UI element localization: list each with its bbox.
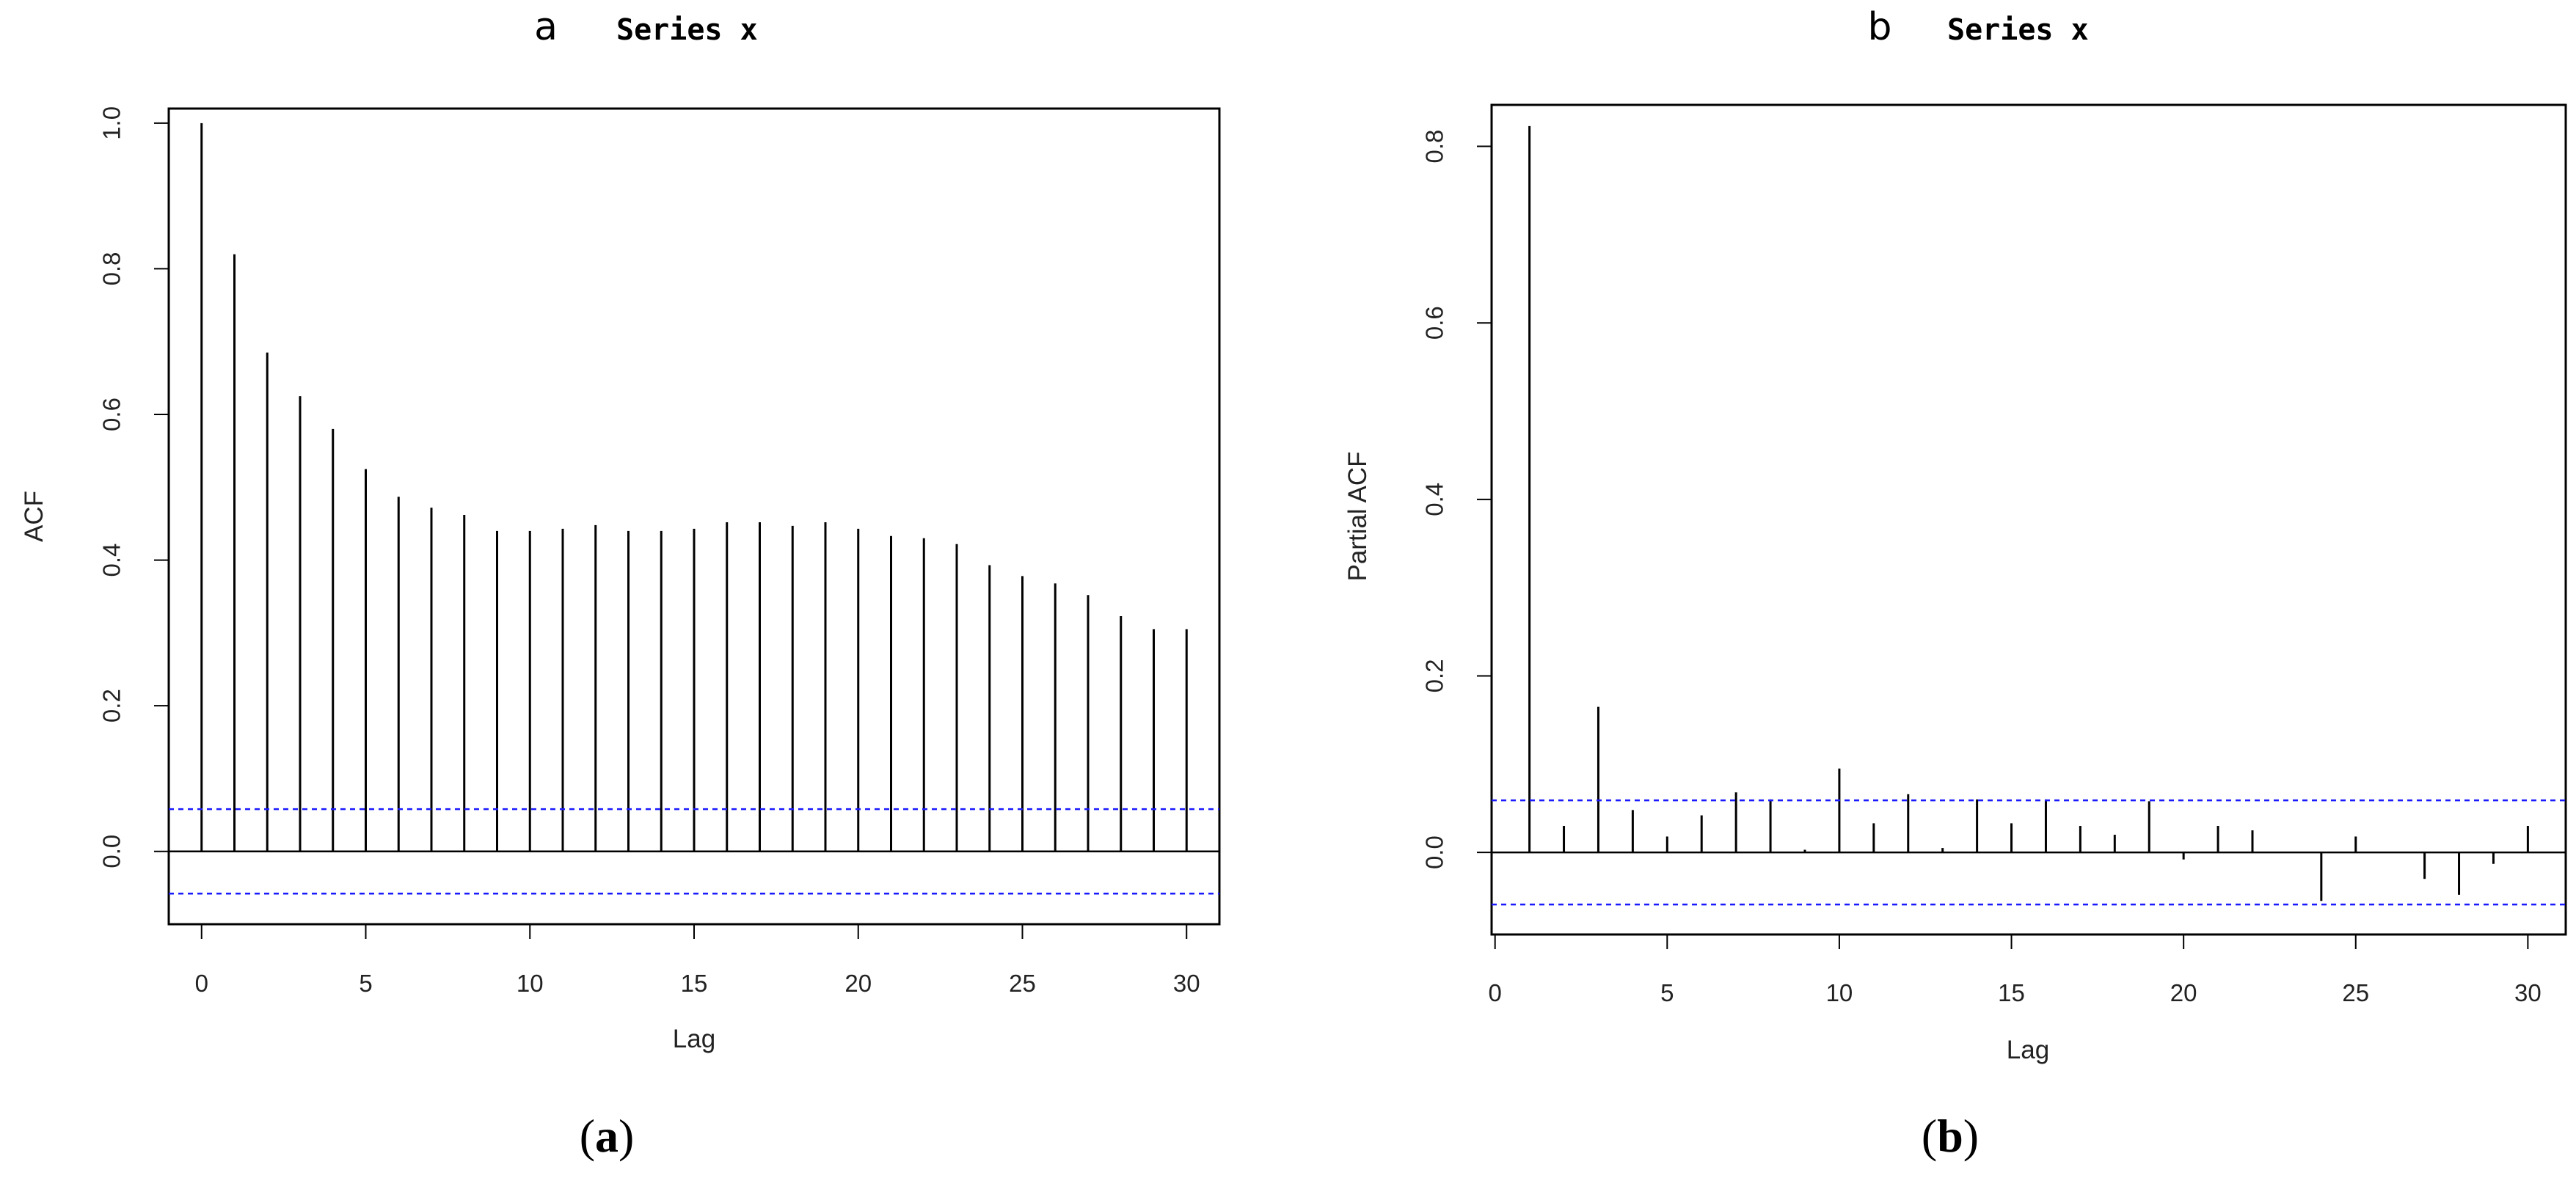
acf-caption: (a) <box>580 1110 635 1162</box>
pacf-caption-close: ) <box>1963 1110 1979 1162</box>
acf-caption-letter: a <box>595 1110 619 1162</box>
acf-caption-open: ( <box>580 1110 595 1162</box>
y-tick-label: 0.4 <box>98 544 125 577</box>
y-tick-label: 0.4 <box>1421 483 1448 516</box>
x-tick-label: 20 <box>2170 979 2197 1006</box>
acf-bars <box>169 122 1219 852</box>
pacf-panel-letter: b <box>1867 5 1891 49</box>
acf-panel-letter: a <box>534 5 558 49</box>
pacf-caption-letter: b <box>1937 1110 1963 1162</box>
pacf-x-axis-label: Lag <box>2007 1036 2049 1064</box>
acf-confidence-bounds <box>169 808 1219 895</box>
acf-x-axis: 0 5 10 15 20 25 30 <box>195 924 1200 997</box>
x-tick-label: 0 <box>195 970 208 997</box>
x-tick-label: 15 <box>681 970 708 997</box>
y-tick-label: 1.0 <box>98 106 125 140</box>
x-tick-label: 15 <box>1998 979 2025 1006</box>
pacf-plot-frame <box>1490 103 2567 936</box>
acf-panel: a Series x 0.0 0.2 0.4 0.6 0.8 1.0 0 5 10 15 20 25… <box>20 5 1221 1162</box>
y-tick-label: 0.8 <box>98 252 125 285</box>
x-tick-label: 30 <box>2514 979 2542 1006</box>
y-tick-label: 0.0 <box>1421 835 1448 869</box>
y-tick-label: 0.2 <box>1421 659 1448 693</box>
pacf-caption: (b) <box>1922 1110 1979 1162</box>
pacf-chart-title: Series x <box>1947 13 2089 47</box>
y-tick-label: 0.8 <box>1421 130 1448 164</box>
acf-y-axis-label: ACF <box>20 491 48 542</box>
x-tick-label: 20 <box>844 970 872 997</box>
x-tick-label: 0 <box>1489 979 1502 1006</box>
y-tick-label: 0.0 <box>98 835 125 868</box>
x-tick-label: 5 <box>359 970 372 997</box>
acf-caption-close: ) <box>619 1110 634 1162</box>
y-tick-label: 0.2 <box>98 689 125 722</box>
pacf-y-axis: 0.0 0.2 0.4 0.6 0.8 <box>1421 130 1492 869</box>
pacf-caption-open: ( <box>1922 1110 1937 1162</box>
x-tick-label: 30 <box>1173 970 1200 997</box>
x-tick-label: 25 <box>1009 970 1036 997</box>
x-tick-label: 10 <box>1826 979 1853 1006</box>
pacf-bars <box>1492 125 2566 901</box>
y-tick-label: 0.6 <box>1421 306 1448 340</box>
pacf-x-axis: 0 5 10 15 20 25 30 <box>1489 934 2542 1006</box>
acf-chart-title: Series x <box>616 13 758 47</box>
pacf-y-axis-label: Partial ACF <box>1343 452 1372 582</box>
x-tick-label: 5 <box>1660 979 1674 1006</box>
pacf-confidence-bounds <box>1492 799 2566 906</box>
x-tick-label: 10 <box>517 970 544 997</box>
acf-y-axis: 0.0 0.2 0.4 0.6 0.8 1.0 <box>98 106 169 868</box>
pacf-panel: b Series x 0.00.20.40.60.8 0 5 10 15 20 25 30 … <box>1343 5 2567 1162</box>
x-tick-label: 25 <box>2342 979 2369 1006</box>
y-tick-label: 0.6 <box>98 398 125 431</box>
acf-x-axis-label: Lag <box>673 1025 715 1053</box>
